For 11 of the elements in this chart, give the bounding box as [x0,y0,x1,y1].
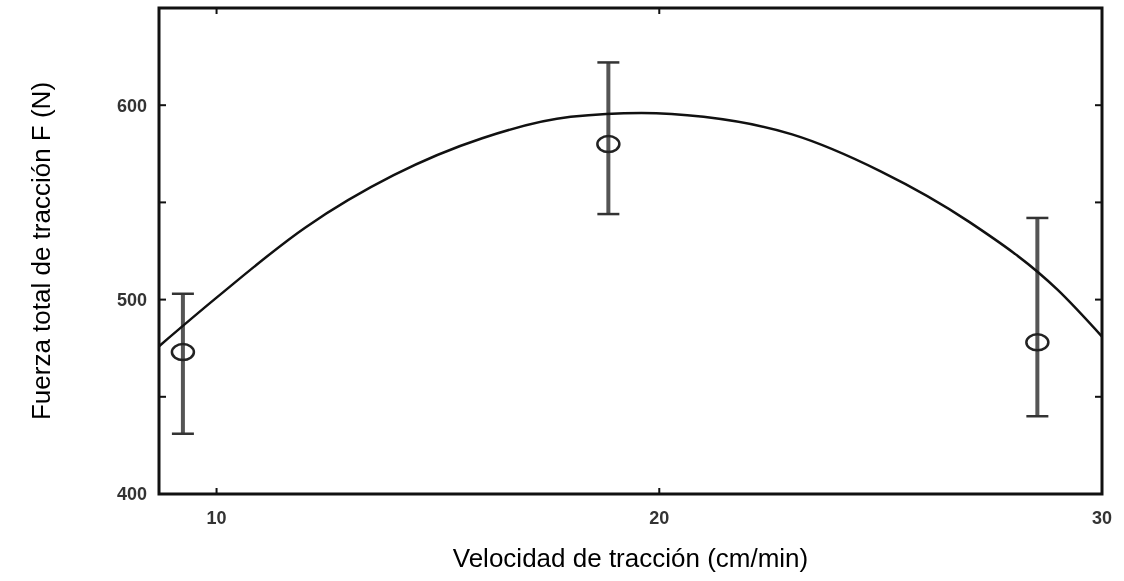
point [170,342,196,362]
x-axis-title: Velocidad de tracción (cm/min) [452,543,809,573]
x-tick-label: 20 [649,508,670,528]
y-tick-label: 500 [116,289,147,310]
point [596,134,621,154]
y-tick-label: 400 [116,484,147,505]
y-axis-title: Fuerza total de tracción F (N) [26,81,56,421]
point [1025,333,1050,352]
x-tick-label: 10 [206,508,227,528]
x-tick-label: 30 [1091,508,1113,528]
y-tick-label: 600 [116,95,147,116]
